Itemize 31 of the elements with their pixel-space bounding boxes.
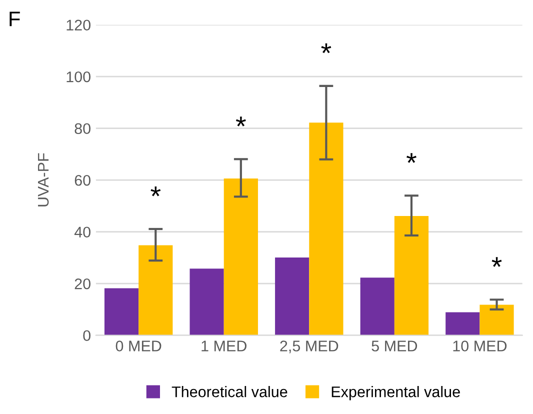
- legend-label: Experimental value: [332, 386, 460, 400]
- bar: [104, 288, 139, 336]
- annotation: *: [406, 153, 416, 163]
- bar: [394, 216, 429, 336]
- bar: [190, 268, 224, 336]
- x-tick-label: 5 MED: [372, 340, 418, 352]
- y-tick-label: 100: [66, 71, 90, 82]
- bar: [446, 312, 480, 336]
- x-tick-label: 1 MED: [202, 340, 246, 352]
- bar: [360, 278, 394, 336]
- annotation: *: [236, 116, 246, 126]
- bar: [224, 178, 258, 336]
- annotation: *: [492, 257, 502, 267]
- y-tick-label: 0: [83, 330, 90, 342]
- y-tick-label: 120: [66, 20, 90, 31]
- annotation: *: [150, 186, 161, 196]
- x-tick-label: 10 MED: [453, 340, 507, 352]
- legend-label: Theoretical value: [172, 386, 288, 398]
- bar: [275, 257, 310, 336]
- y-tick-label: 20: [74, 278, 90, 290]
- y-tick-label: 60: [74, 174, 90, 186]
- bar: [138, 245, 173, 336]
- annotation: *: [321, 43, 332, 54]
- x-tick-label: 0 MED: [116, 340, 162, 352]
- y-tick-label: 80: [74, 123, 90, 134]
- y-axis-title: UVA-PF: [38, 153, 49, 206]
- y-tick-label: 40: [74, 226, 90, 238]
- x-tick-label: 2,5 MED: [280, 340, 338, 354]
- bar: [309, 122, 344, 336]
- bar: [480, 304, 514, 336]
- chart-title: F: [10, 12, 20, 26]
